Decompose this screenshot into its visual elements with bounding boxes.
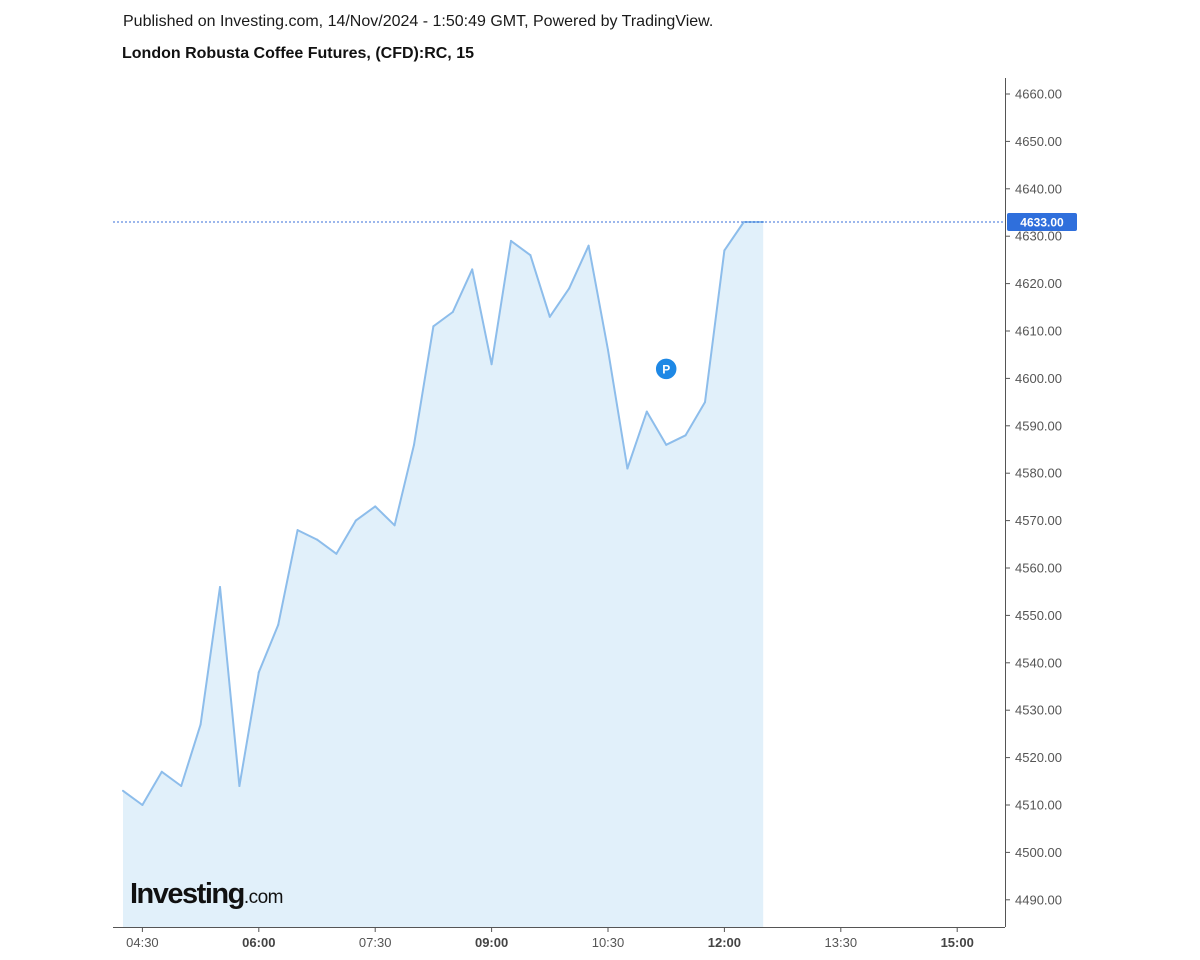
area-layer [123, 222, 764, 927]
investing-logo: Investing.com [130, 878, 284, 911]
axis-layer: 4660.00 4650.00 4640.00 4630.00 4620.00 4610.… [113, 78, 1062, 950]
line-segment [529, 254, 551, 318]
line-segment [160, 770, 183, 787]
area-fill [123, 222, 764, 927]
marker-layer: P [654, 357, 678, 381]
y-tick-label: 4580.00 [1015, 466, 1062, 481]
line-segment [238, 671, 260, 787]
y-tick-label: 4630.00 [1015, 229, 1062, 244]
price-layer: 4633.00 [113, 212, 1077, 231]
line-segment [393, 443, 415, 527]
logo-main-text: Investing [130, 878, 245, 910]
line-segment [354, 505, 377, 522]
y-tick-label: 4650.00 [1015, 134, 1062, 149]
x-tick-label: 07:30 [359, 935, 392, 950]
y-tick-label: 4490.00 [1015, 892, 1062, 907]
line-segment [684, 401, 706, 437]
chart-title: London Robusta Coffee Futures, (CFD):RC,… [122, 45, 474, 62]
y-tick-label: 4600.00 [1015, 371, 1062, 386]
line-segment [665, 434, 687, 446]
line-segment [587, 244, 609, 351]
y-tick-label: 4530.00 [1015, 703, 1062, 718]
line-segment [704, 249, 726, 404]
line-segment [199, 586, 221, 726]
line-segment [374, 505, 396, 527]
line-segment [510, 239, 532, 257]
published-info: Published on Investing.com, 14/Nov/2024 … [123, 13, 714, 30]
logo-suffix-text: .com [243, 887, 284, 908]
y-tick-label: 4500.00 [1015, 845, 1062, 860]
y-tick-label: 4510.00 [1015, 798, 1062, 813]
current-price-badge [1007, 212, 1077, 231]
y-tick-label: 4660.00 [1015, 87, 1062, 102]
y-tick-label: 4560.00 [1015, 561, 1062, 576]
line-segment [180, 723, 202, 787]
y-tick-label: 4550.00 [1015, 608, 1062, 623]
line-segment [257, 623, 280, 674]
line-segment [277, 529, 299, 626]
line-segment [723, 221, 745, 252]
line-layer [122, 221, 765, 806]
line-segment [296, 529, 318, 541]
x-tick-label: 09:00 [475, 935, 508, 950]
y-tick-label: 4640.00 [1015, 181, 1062, 196]
current-price-label: 4633.00 [1020, 215, 1064, 229]
x-tick-label: 06:00 [242, 935, 275, 950]
y-tick-label: 4520.00 [1015, 750, 1062, 765]
line-segment [141, 770, 163, 806]
y-tick-label: 4620.00 [1015, 276, 1062, 291]
p-marker-label: P [662, 362, 670, 376]
line-segment [568, 244, 590, 290]
line-segment [413, 325, 435, 446]
line-segment [548, 287, 571, 318]
line-segment [626, 410, 648, 470]
y-tick-label: 4570.00 [1015, 513, 1062, 528]
line-segment [122, 789, 144, 806]
x-tick-label: 04:30 [126, 935, 159, 950]
line-segment [645, 410, 668, 446]
y-tick-label: 4590.00 [1015, 418, 1062, 433]
line-segment [451, 268, 474, 313]
line-segment [490, 239, 512, 366]
line-segment [219, 586, 241, 787]
line-segment [335, 519, 357, 555]
line-segment [316, 538, 338, 555]
line-segment [432, 311, 454, 328]
x-tick-label: 15:00 [941, 935, 974, 950]
x-tick-label: 10:30 [592, 935, 625, 950]
y-tick-label: 4540.00 [1015, 655, 1062, 670]
line-segment [607, 349, 629, 470]
p-marker-icon [654, 357, 678, 381]
x-tick-label: 12:00 [708, 935, 741, 950]
line-segment [471, 268, 493, 366]
y-tick-label: 4610.00 [1015, 324, 1062, 339]
x-tick-label: 13:30 [825, 935, 858, 950]
